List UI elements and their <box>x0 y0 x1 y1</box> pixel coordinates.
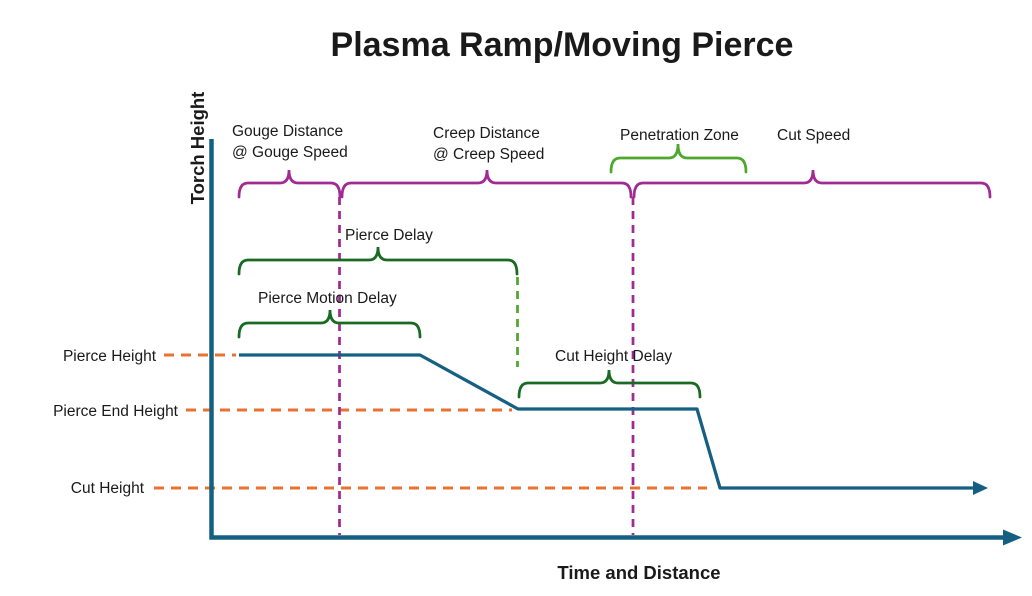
pierce-motion-delay-brace <box>237 309 422 339</box>
y-axis-label: Torch Height <box>187 92 208 205</box>
torch-height-profile-line <box>239 353 974 490</box>
penetration-zone-brace <box>609 143 748 174</box>
pierce-motion-delay-label: Pierce Motion Delay <box>258 290 397 307</box>
x-axis-label: Time and Distance <box>557 562 720 583</box>
gouge-distance-label-line1: Gouge Distance <box>232 123 343 140</box>
torch-line-arrow-icon <box>973 481 988 495</box>
pierce-delay-brace <box>237 246 519 276</box>
gouge-distance-brace <box>237 169 342 199</box>
x-axis-arrow-icon <box>1003 529 1022 546</box>
cut-speed-label: Cut Speed <box>777 127 850 144</box>
cut-height-delay-brace <box>517 369 702 399</box>
pierce-height-label: Pierce Height <box>63 348 157 365</box>
cut-speed-brace <box>632 169 992 199</box>
gouge-distance-label-line2: @ Gouge Speed <box>232 144 348 161</box>
cut-height-label: Cut Height <box>71 480 145 497</box>
creep-distance-brace <box>340 169 633 199</box>
cut-height-delay-label: Cut Height Delay <box>555 348 672 365</box>
penetration-zone-label: Penetration Zone <box>620 127 739 144</box>
creep-distance-label-line2: @ Creep Speed <box>433 146 544 163</box>
pierce-end-height-label: Pierce End Height <box>53 403 179 420</box>
creep-distance-label-line1: Creep Distance <box>433 125 540 142</box>
pierce-delay-label: Pierce Delay <box>345 227 433 244</box>
page-title: Plasma Ramp/Moving Pierce <box>331 26 794 64</box>
